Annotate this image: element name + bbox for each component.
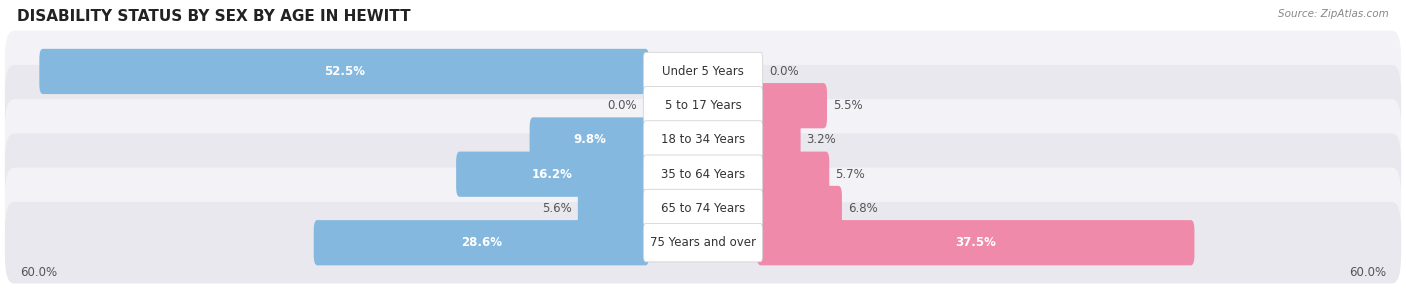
FancyBboxPatch shape [4,168,1402,249]
FancyBboxPatch shape [756,152,830,197]
FancyBboxPatch shape [756,186,842,231]
Text: Under 5 Years: Under 5 Years [662,65,744,78]
FancyBboxPatch shape [4,134,1402,215]
FancyBboxPatch shape [644,155,762,193]
FancyBboxPatch shape [4,202,1402,283]
FancyBboxPatch shape [756,220,1195,265]
FancyBboxPatch shape [39,49,650,94]
Text: 3.2%: 3.2% [807,134,837,146]
Text: 52.5%: 52.5% [323,65,364,78]
Text: 9.8%: 9.8% [572,134,606,146]
FancyBboxPatch shape [644,121,762,159]
Text: 60.0%: 60.0% [20,266,56,279]
Text: 60.0%: 60.0% [1350,266,1386,279]
Text: DISABILITY STATUS BY SEX BY AGE IN HEWITT: DISABILITY STATUS BY SEX BY AGE IN HEWIT… [17,9,411,24]
FancyBboxPatch shape [314,220,650,265]
Text: 5.5%: 5.5% [832,99,862,112]
FancyBboxPatch shape [644,189,762,228]
FancyBboxPatch shape [644,87,762,125]
Text: 0.0%: 0.0% [769,65,799,78]
FancyBboxPatch shape [578,186,650,231]
FancyBboxPatch shape [644,52,762,91]
FancyBboxPatch shape [4,31,1402,112]
Text: 37.5%: 37.5% [955,236,995,249]
Text: 75 Years and over: 75 Years and over [650,236,756,249]
Text: 6.8%: 6.8% [848,202,877,215]
FancyBboxPatch shape [4,65,1402,146]
Text: 5.7%: 5.7% [835,168,865,181]
Text: 16.2%: 16.2% [531,168,574,181]
Text: Source: ZipAtlas.com: Source: ZipAtlas.com [1278,9,1389,19]
Text: 35 to 64 Years: 35 to 64 Years [661,168,745,181]
Text: 18 to 34 Years: 18 to 34 Years [661,134,745,146]
FancyBboxPatch shape [644,224,762,262]
FancyBboxPatch shape [756,83,827,128]
FancyBboxPatch shape [756,117,800,163]
Legend: Male, Female: Male, Female [636,302,770,305]
Text: 0.0%: 0.0% [607,99,637,112]
Text: 5.6%: 5.6% [543,202,572,215]
Text: 65 to 74 Years: 65 to 74 Years [661,202,745,215]
FancyBboxPatch shape [530,117,650,163]
Text: 28.6%: 28.6% [461,236,502,249]
FancyBboxPatch shape [456,152,650,197]
FancyBboxPatch shape [4,99,1402,181]
Text: 5 to 17 Years: 5 to 17 Years [665,99,741,112]
